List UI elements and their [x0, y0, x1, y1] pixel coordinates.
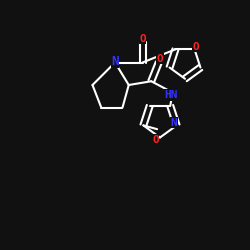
Text: N: N [111, 55, 119, 68]
Text: N: N [170, 118, 177, 128]
Text: O: O [139, 34, 146, 44]
Text: O: O [192, 42, 199, 52]
Text: HN: HN [164, 90, 178, 100]
Text: O: O [156, 54, 164, 64]
Text: O: O [152, 135, 159, 145]
